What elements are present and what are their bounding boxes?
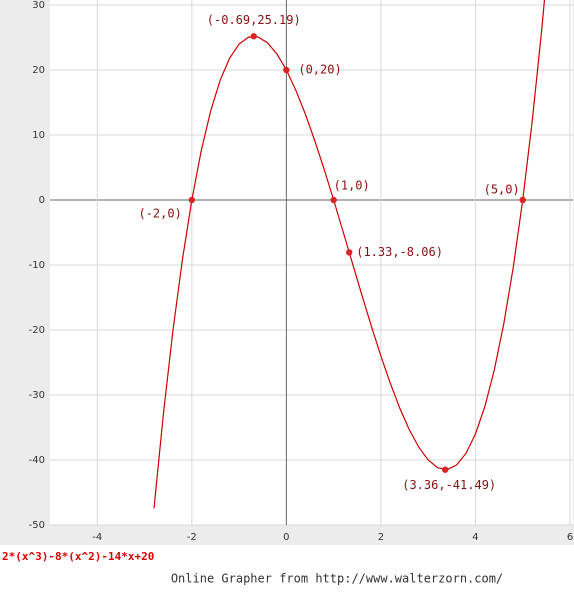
point-label: (5,0) bbox=[484, 183, 520, 197]
point bbox=[330, 196, 337, 204]
y-tick-label: 0 bbox=[39, 195, 45, 206]
point bbox=[346, 249, 353, 256]
point bbox=[442, 466, 449, 473]
y-tick-label: -20 bbox=[29, 325, 45, 336]
point bbox=[250, 33, 257, 40]
point bbox=[283, 66, 290, 74]
x-tick-label: 4 bbox=[472, 532, 478, 543]
x-tick-label: 0 bbox=[283, 532, 289, 543]
x-tick-label: -2 bbox=[187, 532, 197, 543]
y-tick-label: 30 bbox=[32, 0, 45, 11]
point-label: (1,0) bbox=[334, 179, 370, 193]
y-tick-label: -30 bbox=[29, 390, 45, 401]
point-label: (-0.69,25.19) bbox=[207, 13, 301, 27]
curve bbox=[153, 0, 546, 509]
formula: 2*(x^3)-8*(x^2)-14*x+20 bbox=[2, 550, 154, 563]
plot-area bbox=[50, 0, 573, 525]
x-tick-label: 2 bbox=[378, 532, 384, 543]
point-label: (-2,0) bbox=[138, 207, 181, 221]
point bbox=[188, 196, 196, 204]
footer: Online Grapher from http://www.walterzor… bbox=[171, 572, 503, 586]
y-tick-label: -40 bbox=[29, 455, 45, 466]
y-tick-label: -50 bbox=[29, 520, 45, 531]
y-tick-label: -10 bbox=[29, 260, 45, 271]
point-label: (1.33,-8.06) bbox=[356, 245, 443, 259]
point bbox=[519, 196, 526, 204]
x-tick-label: -4 bbox=[92, 532, 102, 543]
point-label: (3.36,-41.49) bbox=[402, 478, 496, 492]
y-tick-label: 20 bbox=[32, 65, 45, 76]
y-tick-label: 10 bbox=[32, 130, 45, 141]
x-tick-label: 6 bbox=[567, 532, 573, 543]
point-label: (0,20) bbox=[298, 63, 341, 77]
